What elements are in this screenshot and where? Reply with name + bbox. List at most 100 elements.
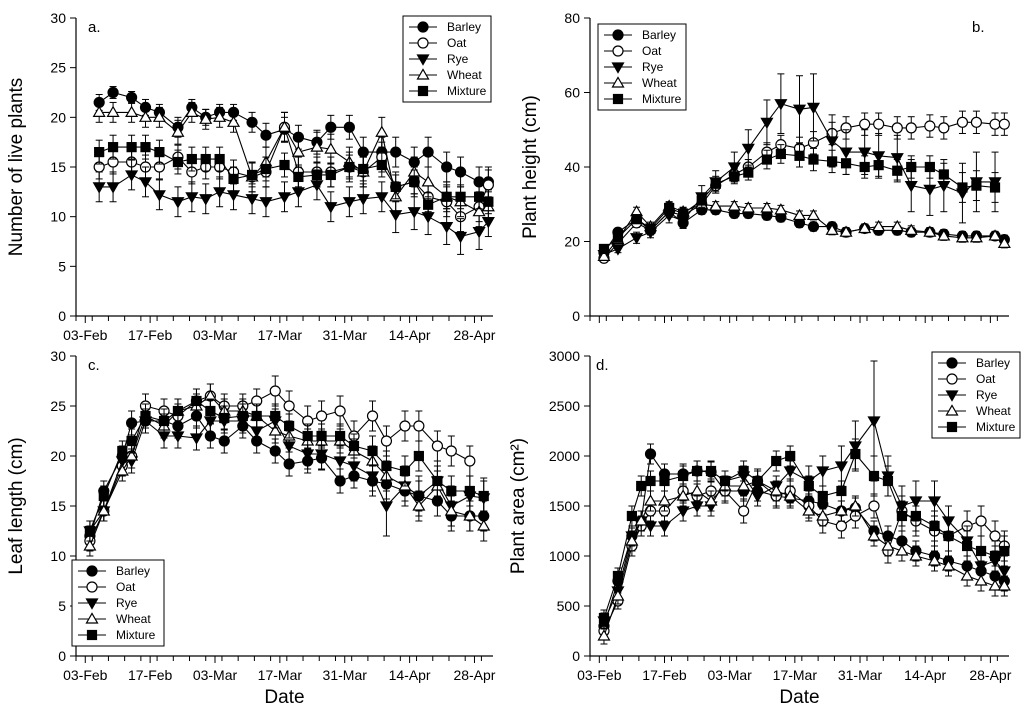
- data-point: [794, 150, 805, 161]
- data-point: [189, 433, 204, 445]
- panel-label: c.: [88, 357, 100, 374]
- data-point: [727, 162, 741, 174]
- data-point: [882, 475, 894, 487]
- series-line: [603, 480, 1005, 637]
- data-point: [106, 105, 120, 117]
- legend-marker: [86, 565, 98, 577]
- data-point: [803, 480, 814, 492]
- y-axis-title: Plant height (cm): [520, 95, 541, 239]
- series-mixture: [94, 134, 494, 218]
- data-point: [334, 475, 346, 487]
- data-point: [315, 410, 328, 422]
- data-point: [260, 163, 272, 175]
- data-point: [771, 455, 782, 467]
- data-point: [970, 116, 983, 128]
- data-point: [989, 118, 1001, 130]
- data-point: [975, 515, 987, 527]
- data-point: [938, 122, 950, 134]
- data-point: [379, 501, 393, 513]
- data-point: [644, 448, 657, 460]
- data-point: [806, 208, 821, 221]
- data-point: [283, 400, 295, 412]
- data-point: [342, 197, 356, 209]
- y-tick-label: 0: [58, 308, 66, 324]
- data-point: [213, 187, 227, 199]
- data-point: [923, 184, 937, 197]
- legend-marker: [417, 85, 429, 97]
- legend-label: Mixture: [116, 628, 156, 642]
- data-point: [630, 233, 644, 245]
- data-point: [325, 169, 336, 181]
- data-point: [705, 465, 717, 477]
- data-point: [226, 115, 241, 127]
- data-point: [472, 205, 486, 217]
- legend-label: Wheat: [642, 76, 677, 90]
- y-tick-label: 15: [50, 498, 66, 514]
- data-point: [477, 519, 491, 531]
- data-point: [445, 445, 457, 457]
- data-point: [834, 461, 848, 473]
- panel-d: 0 500 1000 1500 2000 2500 3000 03-Feb 17-Feb 03-M…: [508, 348, 1021, 708]
- data-point: [126, 435, 137, 447]
- data-point: [444, 504, 458, 516]
- data-point: [464, 485, 475, 497]
- data-point: [199, 112, 213, 124]
- series-oat: [598, 468, 1010, 640]
- legend-label: Mixture: [447, 84, 487, 98]
- data-point: [375, 192, 389, 204]
- x-tick-label: 17-Mar: [258, 667, 303, 683]
- data-point: [971, 180, 982, 191]
- data-point: [817, 490, 828, 502]
- panel-label: a.: [88, 19, 101, 36]
- legend-marker: [945, 390, 959, 402]
- data-point: [997, 579, 1011, 591]
- data-point: [905, 122, 917, 134]
- data-point: [454, 231, 468, 244]
- data-point: [185, 105, 199, 117]
- legend-label: Rye: [447, 52, 469, 66]
- data-point: [279, 159, 290, 171]
- data-point: [825, 223, 839, 235]
- data-point: [199, 194, 213, 206]
- data-point: [441, 191, 452, 202]
- series-barley: [598, 204, 1010, 259]
- data-point: [413, 420, 425, 432]
- data-point: [219, 412, 230, 424]
- data-point: [366, 410, 379, 422]
- data-point: [808, 154, 819, 165]
- data-point: [867, 529, 881, 541]
- data-point: [737, 479, 751, 491]
- legend: Barley Oat Rye Wheat Mixture: [931, 351, 1021, 439]
- data-point: [923, 225, 937, 237]
- data-point: [839, 225, 853, 237]
- data-point: [873, 118, 885, 130]
- data-point: [859, 161, 870, 173]
- data-point: [634, 514, 648, 526]
- data-point: [84, 525, 96, 537]
- data-point: [924, 120, 936, 132]
- data-point: [840, 158, 852, 169]
- x-tick-label: 17-Feb: [642, 667, 687, 683]
- legend-label: Barley: [642, 28, 676, 42]
- data-point: [743, 167, 754, 178]
- data-point: [890, 153, 904, 165]
- data-point: [643, 521, 658, 533]
- data-point: [825, 136, 839, 148]
- data-point: [676, 489, 690, 501]
- data-point: [998, 118, 1010, 130]
- legend-marker: [611, 76, 625, 88]
- data-point: [774, 99, 788, 111]
- data-point: [171, 125, 185, 137]
- data-point: [868, 470, 880, 482]
- x-tick-label: 28-Apr: [969, 667, 1011, 683]
- legend-marker: [85, 612, 99, 624]
- data-point: [710, 178, 721, 189]
- data-point: [691, 465, 703, 477]
- data-point: [237, 410, 248, 422]
- series-mixture: [598, 144, 1001, 255]
- legend-label: Oat: [976, 372, 996, 386]
- legend-marker: [417, 37, 429, 49]
- data-point: [690, 501, 704, 513]
- legend-label: Oat: [642, 44, 662, 58]
- data-point: [432, 475, 443, 487]
